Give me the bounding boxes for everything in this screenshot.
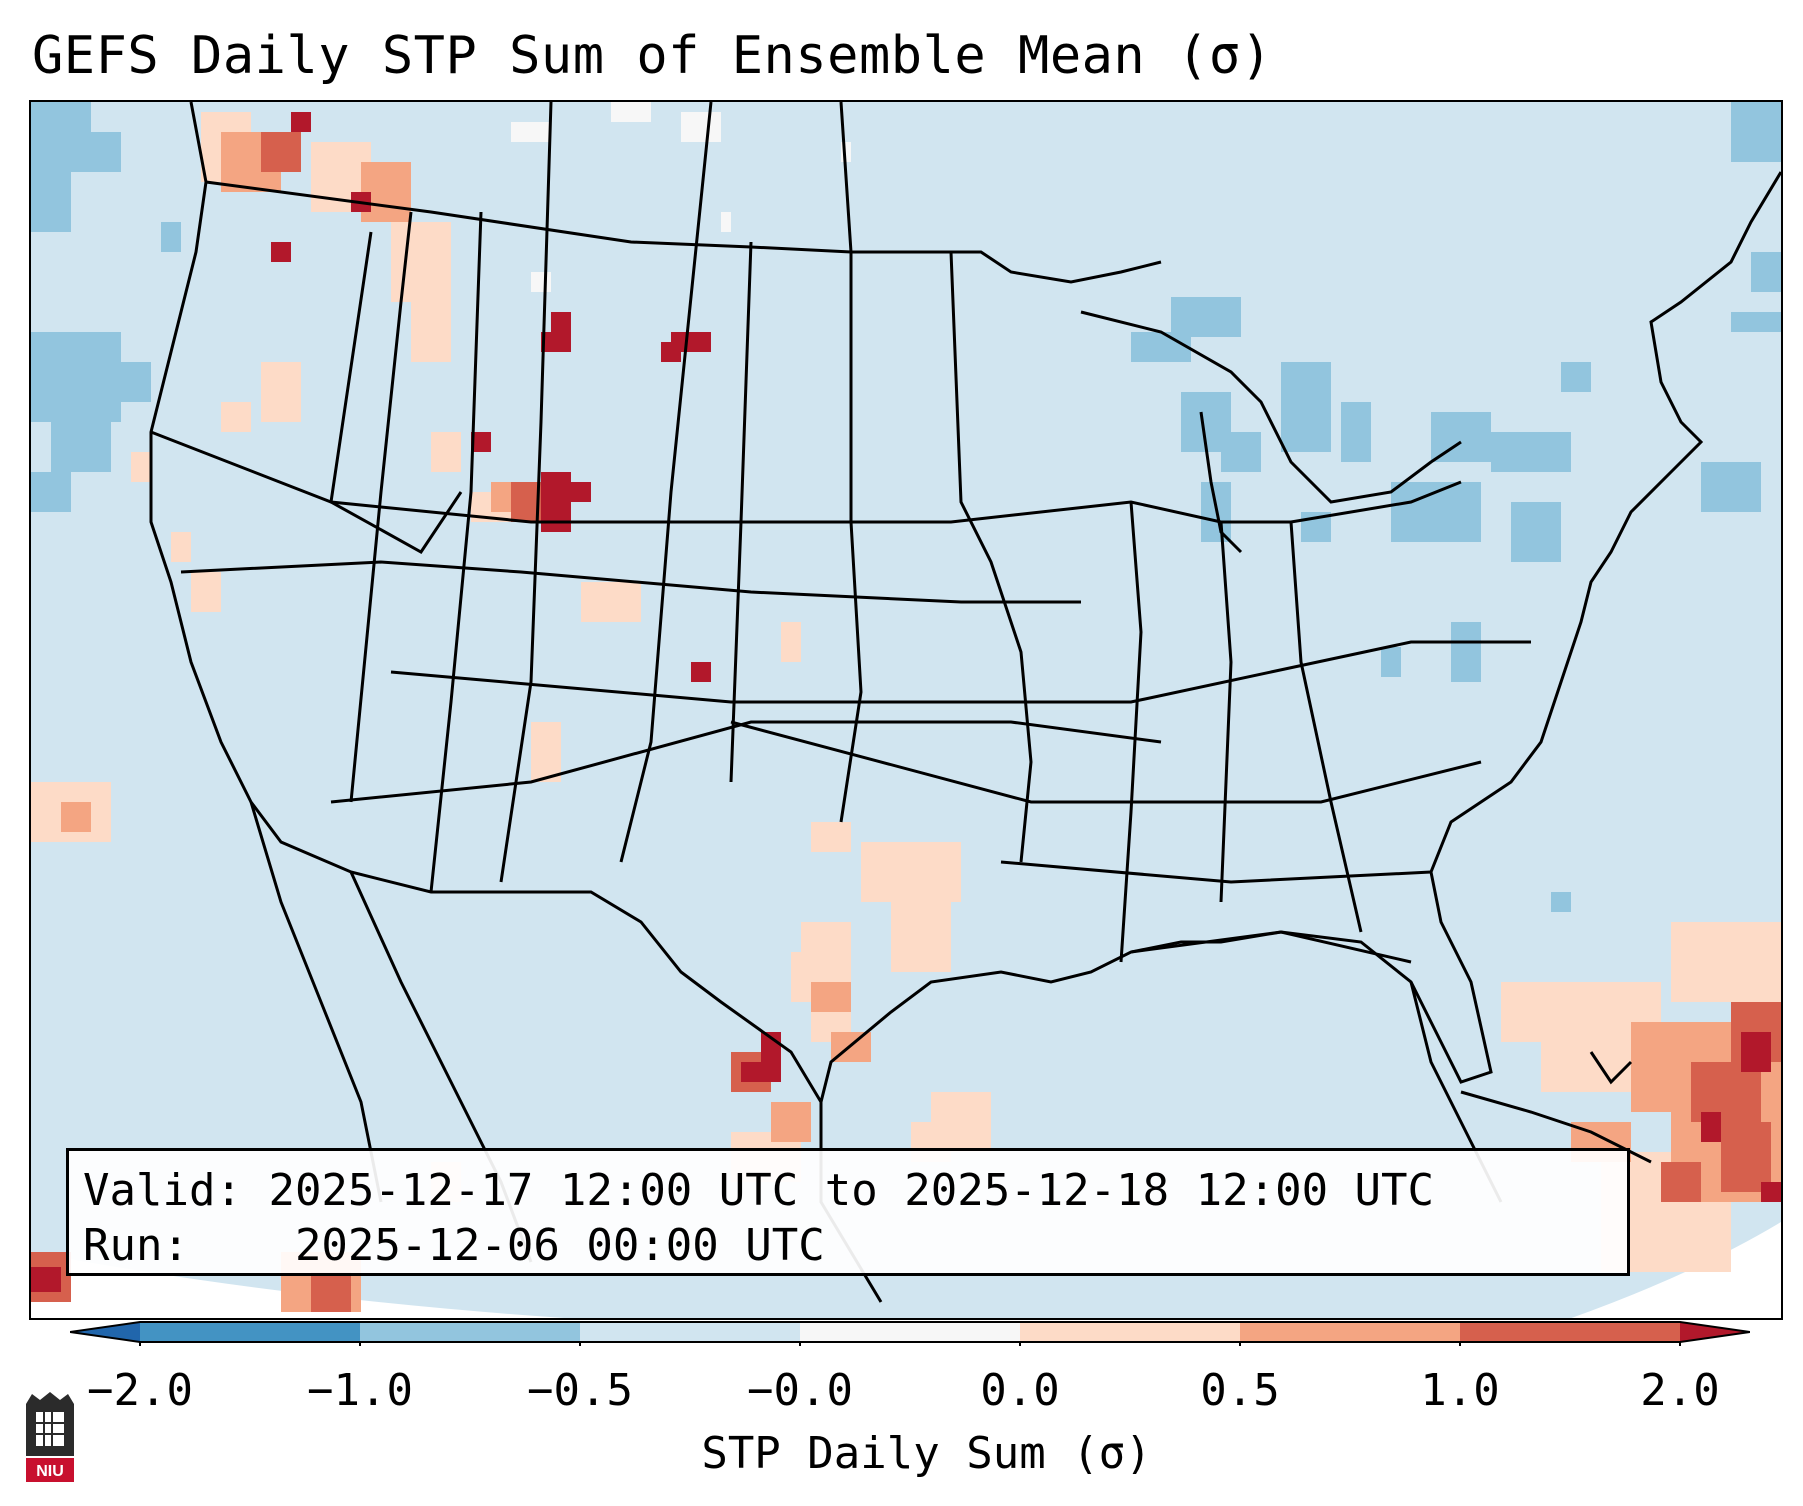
logo-text: NIU bbox=[36, 1463, 64, 1480]
colorbar-tick-label: −0.0 bbox=[747, 1365, 853, 1416]
colorbar-tick-label: −0.5 bbox=[527, 1365, 633, 1416]
near-zero-cells bbox=[511, 102, 851, 292]
colorbar-segment bbox=[1240, 1322, 1460, 1342]
colorbar-tick-label: 1.0 bbox=[1420, 1365, 1500, 1416]
projection-edge-left bbox=[31, 1252, 565, 1318]
colorbar-segments bbox=[70, 1321, 1750, 1346]
colorbar-segment bbox=[800, 1322, 1020, 1342]
chart-title: GEFS Daily STP Sum of Ensemble Mean (σ) bbox=[32, 26, 1273, 86]
colorbar-tick-label: −2.0 bbox=[87, 1365, 193, 1416]
colorbar-tick-label: 0.5 bbox=[1200, 1365, 1280, 1416]
colorbar-segment bbox=[1020, 1322, 1240, 1342]
map-frame[interactable] bbox=[29, 100, 1783, 1320]
map-canvas bbox=[31, 102, 1781, 1318]
colorbar-segment bbox=[1460, 1322, 1680, 1342]
colorbar-label: STP Daily Sum (σ) bbox=[701, 1428, 1152, 1479]
colorbar-segment bbox=[140, 1322, 360, 1342]
colorbar-tick-label: −1.0 bbox=[307, 1365, 413, 1416]
positive-anomaly-cells-dark bbox=[31, 132, 1781, 1312]
colorbar-tick-label: 2.0 bbox=[1640, 1365, 1720, 1416]
negative-anomaly-cells bbox=[31, 102, 1781, 912]
colorbar-extend-low bbox=[70, 1322, 140, 1342]
projection-edge-right bbox=[1571, 1222, 1781, 1318]
state-boundaries bbox=[149, 102, 1781, 1303]
run-label: Run: bbox=[83, 1220, 189, 1271]
valid-value: 2025-12-17 12:00 UTC to 2025-12-18 12:00… bbox=[268, 1165, 1435, 1216]
positive-anomaly-cells-extreme bbox=[31, 112, 1781, 1292]
valid-time-box: Valid: 2025-12-17 12:00 UTC to 2025-12-1… bbox=[66, 1148, 1630, 1276]
map-background bbox=[31, 102, 1781, 1318]
colorbar-tick-label: 0.0 bbox=[980, 1365, 1060, 1416]
run-value: 2025-12-06 00:00 UTC bbox=[294, 1220, 825, 1271]
colorbar-extend-high bbox=[1680, 1322, 1750, 1342]
valid-label: Valid: bbox=[83, 1165, 242, 1216]
colorbar bbox=[70, 1321, 1750, 1346]
colorbar-segment bbox=[580, 1322, 800, 1342]
colorbar-segment bbox=[360, 1322, 580, 1342]
niu-logo: NIU bbox=[26, 1392, 74, 1482]
